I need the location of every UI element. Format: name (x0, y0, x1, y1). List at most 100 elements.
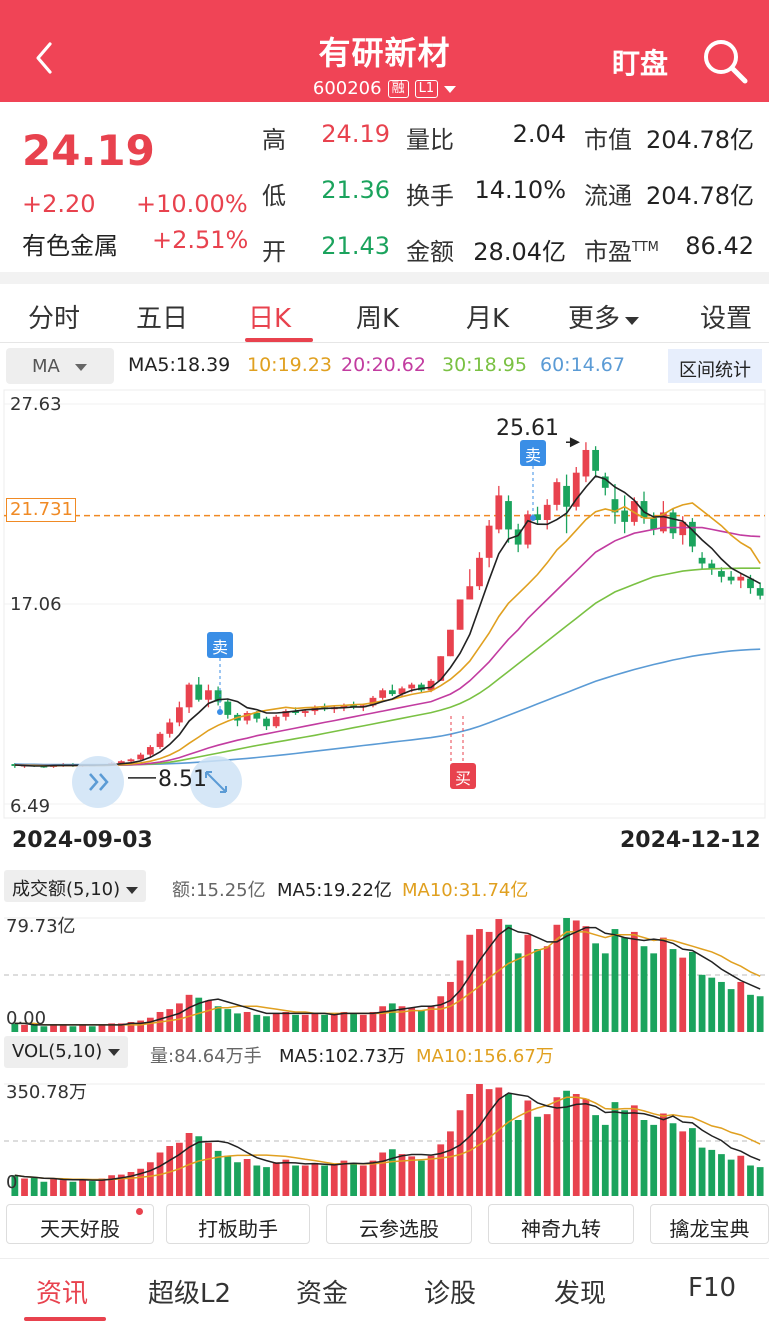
bottom-tab-discover[interactable]: 发现 (554, 1279, 607, 1309)
volume-chart[interactable] (0, 1072, 769, 1196)
volume-bar (437, 1144, 445, 1196)
candle-body (601, 476, 609, 488)
amount-chart[interactable] (0, 906, 769, 1034)
volume-bar (40, 1181, 48, 1196)
price-change-pct: +10.00% (136, 190, 248, 218)
bottom-tab-diagnosis[interactable]: 诊股 (424, 1279, 477, 1309)
ma60-legend: 60:14.67 (540, 354, 625, 376)
pe-value: 86.42 (685, 232, 754, 260)
amount-bar (514, 953, 522, 1032)
interval-stats-button[interactable]: 区间统计 (668, 349, 762, 383)
turnover-value: 14.10% (474, 176, 566, 204)
amount-bar (330, 1014, 338, 1032)
active-bottom-tab-indicator (24, 1317, 106, 1321)
search-icon[interactable] (700, 36, 750, 86)
open-value: 21.43 (321, 232, 390, 260)
level-badge: L1 (414, 79, 439, 98)
notification-dot (136, 1208, 143, 1215)
sell-signal-2[interactable]: 卖 (207, 632, 233, 658)
watch-button[interactable]: 盯盘 (612, 47, 669, 80)
amount-ma10-line (14, 931, 761, 1026)
tab-more[interactable]: 更多 (568, 298, 640, 335)
tab-daily-k[interactable]: 日K (248, 304, 292, 334)
amount-bar (417, 1010, 425, 1032)
amount-y-bottom: 0.00 (6, 1008, 47, 1029)
volume-bar (611, 1102, 619, 1196)
tool-magic-nine[interactable]: 神奇九转 (488, 1204, 634, 1244)
bottom-tab-f10[interactable]: F10 (688, 1273, 737, 1303)
tab-settings[interactable]: 设置 (700, 304, 753, 334)
volume-bar (369, 1160, 377, 1196)
amount-bar (195, 997, 203, 1032)
tab-monthly-k[interactable]: 月K (466, 304, 510, 334)
buy-signal[interactable]: 买 (450, 763, 476, 789)
volume-indicator-selector[interactable]: VOL(5,10) (4, 1036, 129, 1068)
indicator-selector[interactable]: MA (6, 348, 114, 384)
volume-bar (427, 1155, 435, 1196)
volume-bar (476, 1084, 483, 1196)
amount-indicator-selector[interactable]: 成交额(5,10) (4, 870, 147, 902)
amount-bar (30, 1024, 38, 1032)
amount-bar (214, 1006, 222, 1032)
volume-bar (50, 1179, 57, 1196)
tool-dragon-guide[interactable]: 擒龙宝典 (650, 1204, 769, 1244)
last-price: 24.19 (22, 126, 155, 175)
volume-bar (718, 1154, 725, 1196)
amount-panel-header: 成交额(5,10) 额:15.25亿 MA5:19.22亿 MA10:31.74… (0, 870, 769, 904)
amount-bar (350, 1013, 358, 1032)
volume-bar (330, 1164, 338, 1196)
caret-down-icon[interactable] (444, 84, 457, 94)
sector-name[interactable]: 有色金属 (22, 232, 118, 260)
amount-bar (485, 931, 493, 1032)
volume-bar (417, 1160, 425, 1196)
amount-label: 金额 (406, 238, 454, 266)
stock-code-row[interactable]: 600206 融 L1 (0, 78, 769, 99)
expand-icon (205, 771, 227, 793)
amount-bar (185, 994, 193, 1032)
amount-bar (640, 946, 648, 1032)
tool-limit-up-helper[interactable]: 打板助手 (166, 1204, 310, 1244)
candle-body (408, 684, 416, 689)
bottom-tab-news[interactable]: 资讯 (36, 1279, 89, 1309)
volume-bar (456, 1110, 464, 1196)
amount-bar (117, 1023, 125, 1032)
candle-body (437, 656, 445, 681)
candle-body (756, 588, 764, 596)
volume-bar (553, 1097, 561, 1196)
volume-bar (524, 1100, 532, 1196)
amount-bar (311, 1013, 319, 1032)
amount-bar (650, 953, 658, 1032)
tool-daily-picks[interactable]: 天天好股 (6, 1204, 154, 1244)
candle-body (689, 521, 696, 547)
amount-bar (379, 1006, 387, 1032)
candle-body (282, 711, 290, 717)
candle-body (563, 485, 570, 507)
bottom-tab-funds[interactable]: 资金 (296, 1279, 349, 1309)
candle-body (388, 690, 396, 695)
amount-bar (321, 1014, 328, 1032)
tab-intraday[interactable]: 分时 (28, 304, 81, 334)
caret-down-icon (625, 317, 640, 325)
amount-bar (553, 924, 561, 1032)
candlestick-chart[interactable] (0, 386, 769, 820)
amount-bar (301, 1014, 309, 1032)
back-icon[interactable] (30, 38, 60, 78)
tab-five-day[interactable]: 五日 (136, 304, 189, 334)
volume-bar (727, 1159, 735, 1196)
candle-body (514, 529, 522, 545)
tab-weekly-k[interactable]: 周K (356, 304, 400, 334)
amount-bar (79, 1024, 86, 1032)
sell-signal-1[interactable]: 卖 (520, 440, 546, 466)
tool-stock-screener[interactable]: 云参选股 (326, 1204, 472, 1244)
amount-bar (437, 996, 445, 1032)
volume-bar (137, 1168, 145, 1196)
amount-bar (108, 1023, 116, 1032)
volume-bar (737, 1155, 745, 1196)
candle-body (127, 759, 135, 762)
volume-bar (543, 1114, 551, 1196)
volume-bar (572, 1094, 580, 1196)
volume-bar (669, 1123, 677, 1196)
bottom-tab-level2[interactable]: 超级L2 (148, 1279, 232, 1309)
volume-bar (21, 1178, 28, 1196)
high-price-marker: 25.61 (496, 416, 559, 441)
